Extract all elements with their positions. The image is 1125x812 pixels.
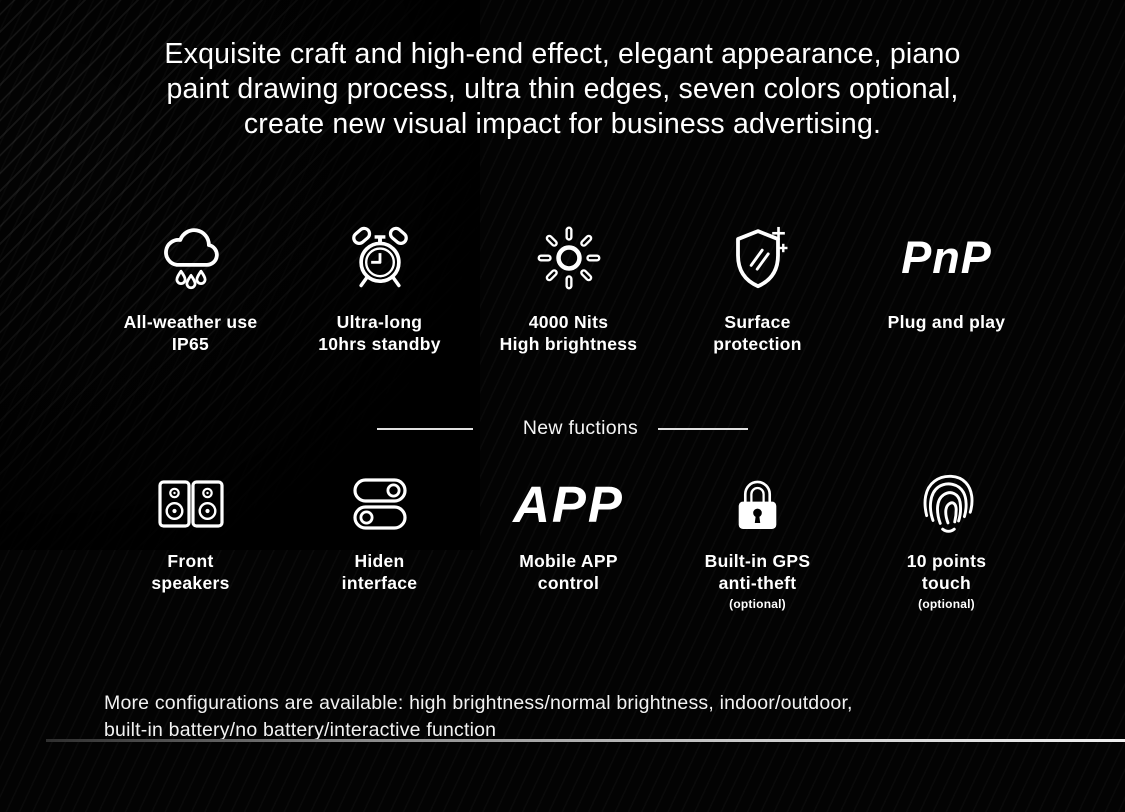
padlock-icon xyxy=(738,480,777,529)
feature-label-line: Built-in GPS xyxy=(704,551,811,571)
feature-label-line: interface xyxy=(341,572,418,593)
features-row-2: Front speakers Hiden interface xyxy=(96,464,1041,611)
divider-label: New fuctions xyxy=(522,417,639,439)
app-wordmark: APP xyxy=(513,475,624,533)
new-functions-divider: New fuctions xyxy=(0,417,1125,440)
feature-surface-protection: Surface protection xyxy=(663,214,852,355)
footer-line: built-in battery/no battery/interactive … xyxy=(104,718,497,741)
feature-mobile-app-control: APP Mobile APP control xyxy=(474,464,663,611)
footer-line: More configurations are available: high … xyxy=(104,692,853,714)
footer-rule xyxy=(46,739,1125,742)
feature-label-line: protection xyxy=(713,333,802,354)
feature-label-line: Hiden xyxy=(354,551,405,571)
icon-box: PnP xyxy=(901,214,992,302)
feature-label: Hiden interface xyxy=(342,551,418,594)
feature-label-line: speakers xyxy=(151,572,230,593)
shield-protection-icon xyxy=(735,226,787,289)
headline: Exquisite craft and high-end effect, ele… xyxy=(0,37,1125,142)
feature-label-line: Plug and play xyxy=(887,312,1006,332)
feature-label-line: 10hrs standby xyxy=(318,333,441,354)
feature-label: Surface protection xyxy=(713,312,802,355)
feature-label-line: All-weather use xyxy=(123,312,258,332)
icon-box: APP xyxy=(513,464,624,544)
feature-label: Built-in GPS anti-theft xyxy=(705,551,811,594)
icon-box xyxy=(157,464,224,544)
sun-brightness-icon xyxy=(537,226,600,290)
feature-hidden-interface: Hiden interface xyxy=(285,464,474,611)
icon-box xyxy=(734,464,781,544)
alarm-clock-icon xyxy=(351,226,408,288)
feature-ten-points-touch: 10 points touch (optional) xyxy=(852,464,1041,611)
toggle-switches-icon xyxy=(352,478,407,530)
feature-label-line: High brightness xyxy=(499,333,638,354)
feature-label: All-weather use IP65 xyxy=(124,312,258,355)
icon-box xyxy=(352,464,407,544)
feature-label-line: 4000 Nits xyxy=(528,312,609,332)
feature-label: Front speakers xyxy=(151,551,229,594)
footer-note: More configurations are available: high … xyxy=(104,690,1065,743)
headline-line: create new visual impact for business ad… xyxy=(243,108,882,140)
icon-box xyxy=(917,464,977,544)
features-row-1: All-weather use IP65 xyxy=(96,214,1041,355)
pnp-wordmark: PnP xyxy=(901,232,992,283)
feature-label-line: IP65 xyxy=(171,333,210,354)
fingerprint-icon xyxy=(923,474,973,533)
feature-label-line: anti-theft xyxy=(718,572,797,593)
feature-plug-and-play: PnP Plug and play xyxy=(852,214,1041,355)
feature-all-weather-use: All-weather use IP65 xyxy=(96,214,285,355)
feature-label-line: Surface xyxy=(724,312,791,332)
feature-label: Plug and play xyxy=(888,312,1006,334)
icon-box xyxy=(339,214,421,302)
feature-label-line: Mobile APP xyxy=(519,551,618,571)
headline-line: Exquisite craft and high-end effect, ele… xyxy=(164,38,961,70)
feature-label: 10 points touch xyxy=(907,551,987,594)
icon-box xyxy=(530,214,608,302)
divider-line xyxy=(658,427,749,430)
optional-note: (optional) xyxy=(918,597,975,611)
feature-label-line: Ultra-long xyxy=(336,312,423,332)
rain-cloud-icon xyxy=(163,228,219,290)
feature-label: 4000 Nits High brightness xyxy=(500,312,638,355)
feature-gps-anti-theft: Built-in GPS anti-theft (optional) xyxy=(663,464,852,611)
feature-front-speakers: Front speakers xyxy=(96,464,285,611)
feature-label-line: Front xyxy=(167,551,214,571)
feature-label-line: 10 points xyxy=(906,551,987,571)
headline-line: paint drawing process, ultra thin edges,… xyxy=(166,73,959,105)
optional-note: (optional) xyxy=(729,597,786,611)
icon-box xyxy=(151,214,231,302)
feature-label-line: control xyxy=(537,572,600,593)
icon-box xyxy=(718,214,798,302)
feature-label: Ultra-long 10hrs standby xyxy=(318,312,441,355)
feature-high-brightness: 4000 Nits High brightness xyxy=(474,214,663,355)
feature-ultra-long-standby: Ultra-long 10hrs standby xyxy=(285,214,474,355)
divider-line xyxy=(376,427,473,430)
feature-label-line: touch xyxy=(921,572,972,593)
speakers-icon xyxy=(157,480,224,528)
feature-label: Mobile APP control xyxy=(519,551,618,594)
